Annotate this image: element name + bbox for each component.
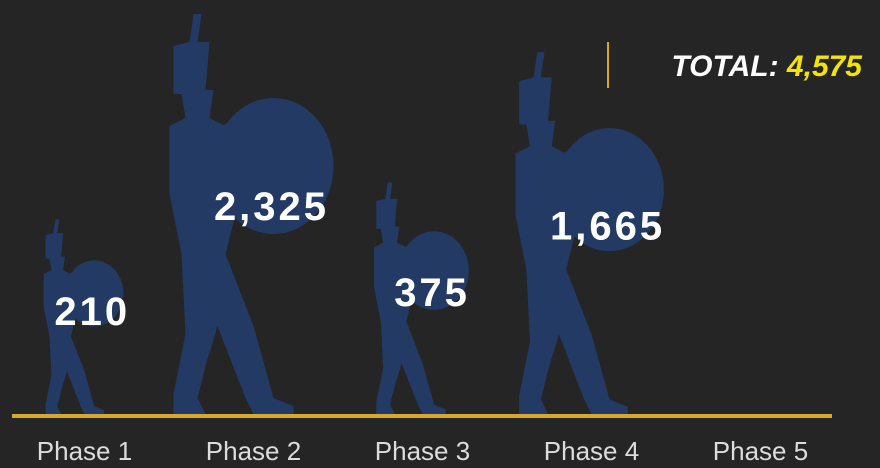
x-tick-label: Phase 5 xyxy=(713,436,808,466)
x-tick-label: Phase 2 xyxy=(206,436,301,466)
value-label: 210 xyxy=(54,290,130,334)
total: TOTAL: 4,575 xyxy=(671,50,863,83)
x-tick-label: Phase 1 xyxy=(37,436,132,466)
total-label: TOTAL: xyxy=(671,50,778,83)
x-tick-label: Phase 4 xyxy=(544,436,639,466)
value-label: 2,325 xyxy=(214,185,329,229)
x-tick-label: Phase 3 xyxy=(375,436,470,466)
chart: Phase 1 210 Phase 2 2,325 Phase 3 375 Phase 4 1… xyxy=(0,0,880,468)
total-value: 4,575 xyxy=(786,50,863,83)
value-label: 375 xyxy=(394,271,470,315)
value-label: 1,665 xyxy=(550,204,665,248)
